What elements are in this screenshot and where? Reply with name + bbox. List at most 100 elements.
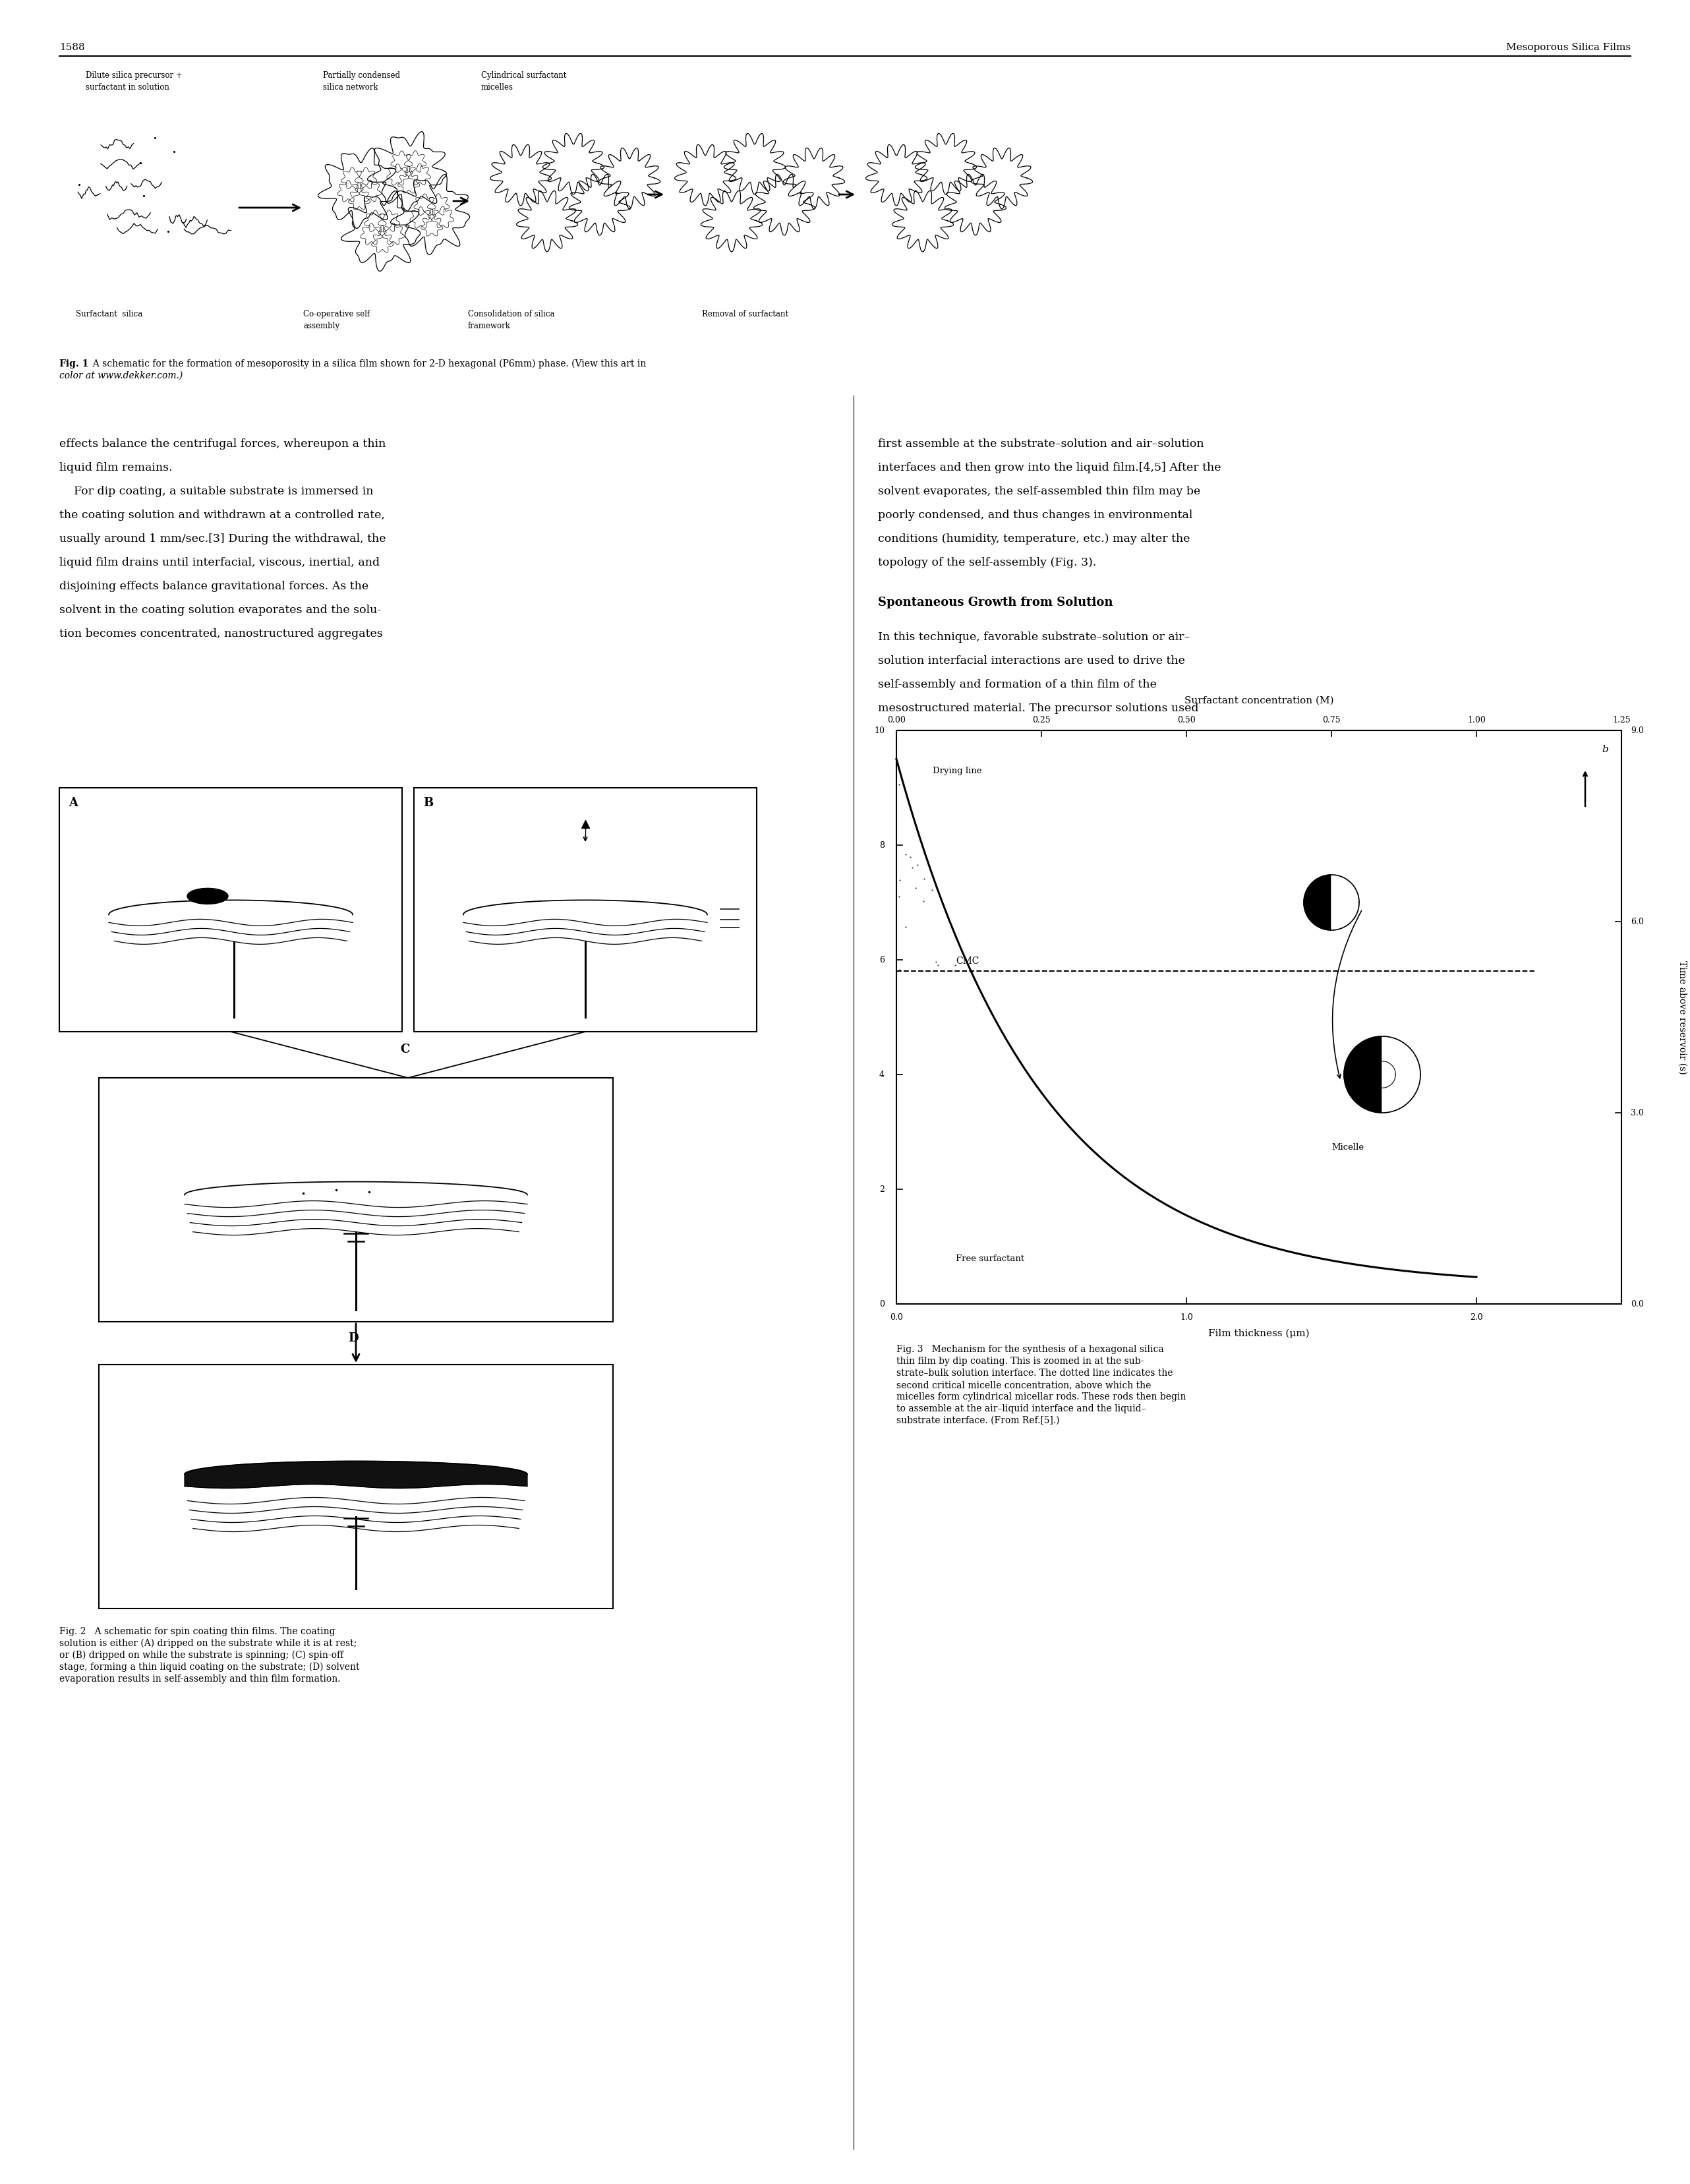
Polygon shape [1303, 876, 1359, 930]
Text: solvent evaporates, the self-assembled thin film may be: solvent evaporates, the self-assembled t… [879, 485, 1200, 498]
Text: Time above reservoir (s): Time above reservoir (s) [1678, 961, 1687, 1075]
Text: Micelle: Micelle [1332, 1144, 1364, 1151]
Text: 0.00: 0.00 [887, 716, 906, 725]
Text: 1.0: 1.0 [1180, 1313, 1193, 1321]
Text: Surfactant  silica: Surfactant silica [76, 310, 142, 319]
Bar [100, 1079, 613, 1321]
Text: or (B) dripped on while the substrate is spinning; (C) spin-off: or (B) dripped on while the substrate is… [59, 1651, 343, 1660]
Text: usually around 1 mm/sec.[3] During the withdrawal, the: usually around 1 mm/sec.[3] During the w… [59, 533, 385, 544]
Text: disjoining effects balance gravitational forces. As the: disjoining effects balance gravitational… [59, 581, 368, 592]
Text: solution interfacial interactions are used to drive the: solution interfacial interactions are us… [879, 655, 1185, 666]
Text: 0.50: 0.50 [1178, 716, 1195, 725]
Polygon shape [1332, 876, 1359, 930]
Text: Consolidation of silica: Consolidation of silica [468, 310, 554, 319]
Text: Film thickness (μm): Film thickness (μm) [1208, 1330, 1310, 1339]
Text: 2.0: 2.0 [1470, 1313, 1482, 1321]
Polygon shape [367, 131, 446, 212]
Text: Fig. 2   A schematic for spin coating thin films. The coating: Fig. 2 A schematic for spin coating thin… [59, 1627, 335, 1636]
Text: Cylindrical surfactant: Cylindrical surfactant [482, 72, 566, 81]
Text: b: b [1602, 745, 1609, 753]
Text: 6.0: 6.0 [1631, 917, 1644, 926]
Text: to assemble at the air–liquid interface and the liquid–: to assemble at the air–liquid interface … [896, 1404, 1146, 1413]
Text: stage, forming a thin liquid coating on the substrate; (D) solvent: stage, forming a thin liquid coating on … [59, 1662, 360, 1673]
Polygon shape [318, 149, 397, 229]
Text: 1.00: 1.00 [1467, 716, 1486, 725]
Text: Drying line: Drying line [933, 767, 982, 775]
Text: 0: 0 [879, 1299, 884, 1308]
Text: interfaces and then grow into the liquid film.[4,5] After the: interfaces and then grow into the liquid… [879, 463, 1222, 474]
Text: liquid film drains until interfacial, viscous, inertial, and: liquid film drains until interfacial, vi… [59, 557, 380, 568]
Polygon shape [945, 175, 1006, 236]
Text: liquid film remains.: liquid film remains. [59, 463, 172, 474]
Text: micelles form cylindrical micellar rods. These rods then begin: micelles form cylindrical micellar rods.… [896, 1391, 1186, 1402]
Text: 6: 6 [879, 957, 884, 963]
Text: D: D [348, 1332, 358, 1343]
Text: Fig. 3   Mechanism for the synthesis of a hexagonal silica: Fig. 3 Mechanism for the synthesis of a … [896, 1345, 1164, 1354]
Text: 1588: 1588 [59, 44, 85, 52]
Polygon shape [723, 133, 786, 194]
Text: the coating solution and withdrawn at a controlled rate,: the coating solution and withdrawn at a … [59, 509, 385, 520]
Text: thin film by dip coating. This is zoomed in at the sub-: thin film by dip coating. This is zoomed… [896, 1356, 1144, 1365]
Polygon shape [914, 133, 977, 194]
Bar [414, 788, 757, 1031]
Polygon shape [1382, 1035, 1420, 1114]
Polygon shape [542, 133, 603, 194]
Text: conditions (humidity, temperature, etc.) may alter the: conditions (humidity, temperature, etc.)… [879, 533, 1190, 544]
Text: Dilute silica precursor +: Dilute silica precursor + [86, 72, 183, 81]
Polygon shape [754, 175, 815, 236]
Polygon shape [598, 149, 661, 210]
Bar [100, 1365, 613, 1607]
Text: Surfactant concentration (M): Surfactant concentration (M) [1185, 697, 1333, 705]
Text: Mesoporous Silica Films: Mesoporous Silica Films [1506, 44, 1631, 52]
Polygon shape [782, 149, 845, 210]
Text: B: B [422, 797, 433, 808]
Text: 9.0: 9.0 [1631, 725, 1644, 734]
Text: A: A [69, 797, 78, 808]
Text: framework: framework [468, 321, 510, 330]
Text: C: C [401, 1044, 409, 1055]
Polygon shape [517, 190, 578, 251]
Text: self-assembly and formation of a thin film of the: self-assembly and formation of a thin fi… [879, 679, 1156, 690]
Text: micelles: micelles [482, 83, 514, 92]
Text: first assemble at the substrate–solution and air–solution: first assemble at the substrate–solution… [879, 439, 1203, 450]
Text: evaporation results in self-assembly and thin film formation.: evaporation results in self-assembly and… [59, 1675, 340, 1684]
Polygon shape [341, 190, 421, 271]
Text: solvent in the coating solution evaporates and the solu-: solvent in the coating solution evaporat… [59, 605, 380, 616]
Text: effects balance the centrifugal forces, whereupon a thin: effects balance the centrifugal forces, … [59, 439, 385, 450]
Text: Free surfactant: Free surfactant [957, 1254, 1024, 1262]
Bar [59, 788, 402, 1031]
Text: solution is either (A) dripped on the substrate while it is at rest;: solution is either (A) dripped on the su… [59, 1638, 357, 1649]
Text: color at www.dekker.com.): color at www.dekker.com.) [59, 371, 183, 380]
Text: tion becomes concentrated, nanostructured aggregates: tion becomes concentrated, nanostructure… [59, 629, 384, 640]
Text: In this technique, favorable substrate–solution or air–: In this technique, favorable substrate–s… [879, 631, 1190, 642]
Text: 3.0: 3.0 [1631, 1109, 1644, 1116]
Polygon shape [1344, 1035, 1420, 1114]
Text: assembly: assembly [303, 321, 340, 330]
Polygon shape [972, 149, 1033, 210]
Polygon shape [390, 175, 470, 256]
Polygon shape [490, 144, 551, 205]
Text: silica network: silica network [323, 83, 379, 92]
Text: Removal of surfactant: Removal of surfactant [701, 310, 789, 319]
Text: 10: 10 [874, 725, 884, 734]
Text: strate–bulk solution interface. The dotted line indicates the: strate–bulk solution interface. The dott… [896, 1369, 1173, 1378]
Polygon shape [674, 144, 735, 205]
Text: 4: 4 [879, 1070, 884, 1079]
Text: topology of the self-assembly (Fig. 3).: topology of the self-assembly (Fig. 3). [879, 557, 1097, 568]
Polygon shape [892, 190, 953, 251]
Text: substrate interface. (From Ref.[5].): substrate interface. (From Ref.[5].) [896, 1415, 1060, 1426]
Text: 8: 8 [879, 841, 884, 850]
Polygon shape [184, 1461, 527, 1487]
Polygon shape [701, 190, 762, 251]
Text: Fig. 1: Fig. 1 [59, 360, 88, 369]
Text: Partially condensed: Partially condensed [323, 72, 401, 81]
Polygon shape [570, 175, 630, 236]
Text: CMC: CMC [957, 957, 979, 965]
Text: Spontaneous Growth from Solution: Spontaneous Growth from Solution [879, 596, 1114, 609]
Text: 0.25: 0.25 [1033, 716, 1051, 725]
Text: poorly condensed, and thus changes in environmental: poorly condensed, and thus changes in en… [879, 509, 1193, 520]
Ellipse shape [188, 889, 228, 904]
Text: 0.0: 0.0 [891, 1313, 902, 1321]
Text: Co-operative self: Co-operative self [303, 310, 370, 319]
Bar [896, 729, 1621, 1304]
